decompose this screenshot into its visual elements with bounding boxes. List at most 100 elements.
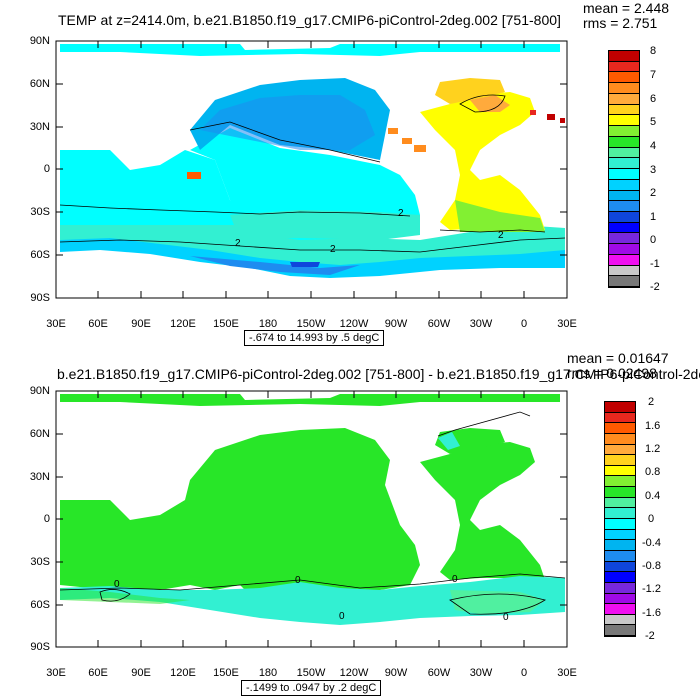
lat-label-90s: 90S (30, 641, 50, 653)
colorbar-label: -0.8 (642, 560, 661, 572)
ocean-main (60, 428, 420, 595)
lon-label: 150W (296, 318, 326, 330)
colorbar-swatch (605, 487, 635, 498)
colorbar-swatch (605, 561, 635, 573)
colorbar-swatch (609, 147, 639, 159)
lat-label-90n: 90N (29, 385, 50, 397)
lat-label-eq: 0 (43, 513, 50, 525)
colorbar-swatch (609, 72, 639, 84)
colorbar-label: 7 (650, 69, 657, 81)
panel-1-rms: rms = 2.751 (583, 15, 658, 31)
lat-label-60s: 60S (30, 249, 50, 261)
lon-label: 120W (339, 318, 369, 330)
panel-1-title: TEMP at z=2414.0m, b.e21.B1850.f19_g17.C… (58, 12, 561, 28)
contour-line (59, 573, 566, 591)
lon-label: 0 (520, 318, 528, 330)
colorbar-swatch (605, 540, 635, 551)
colorbar-label: -1.6 (642, 607, 661, 619)
lon-label: 30W (469, 318, 493, 330)
lon-label: 60E (88, 667, 108, 679)
atlantic-ocean (420, 92, 545, 230)
lon-label: 60E (88, 318, 108, 330)
arctic-region (60, 44, 560, 56)
colorbar-swatch (609, 61, 639, 73)
colorbar-swatch (605, 423, 635, 434)
lon-label: 30E (46, 318, 66, 330)
arctic-region (60, 394, 560, 406)
colorbar-swatch (609, 126, 639, 137)
lat-label-90s: 90S (30, 292, 50, 304)
colorbar-label: 0 (648, 513, 655, 525)
colorbar-label: 2 (648, 396, 655, 408)
colorbar-swatch (605, 508, 635, 520)
colorbar-label: 0.8 (645, 466, 661, 478)
colorbar-swatch (605, 402, 635, 413)
colorbar-swatch (605, 529, 635, 541)
panel-2-colorbar (604, 401, 636, 637)
colorbar-label: -1.2 (642, 583, 661, 595)
panel-1-mean: mean = 2.448 (583, 0, 670, 16)
lat-label-90n: 90N (29, 35, 50, 47)
colorbar-swatch (609, 158, 639, 170)
panel-2-mean: mean = 0.01647 (567, 350, 669, 366)
colorbar-swatch (605, 593, 635, 605)
colorbar-swatch (605, 497, 635, 509)
colorbar-label: -0.4 (642, 537, 661, 549)
contour-label: 0 (295, 575, 301, 586)
colorbar-label: -1 (650, 258, 660, 270)
contour-line (449, 593, 546, 615)
lat-label-30s: 30S (30, 206, 50, 218)
colorbar-label: 8 (650, 45, 657, 57)
colorbar-swatch (609, 244, 639, 255)
indian-ocean (60, 150, 250, 240)
lon-label: 120E (170, 667, 196, 679)
lon-label: 90E (131, 667, 151, 679)
colorbar-label: 3 (650, 164, 657, 176)
colorbar-swatch (609, 201, 639, 213)
colorbar-label: 5 (650, 116, 657, 128)
southern-ocean (60, 576, 565, 625)
panel-2-title: b.e21.B1850.f19_g17.CMIP6-piControl-2deg… (57, 366, 700, 382)
colorbar-swatch (609, 190, 639, 202)
lat-label-60s: 60S (30, 599, 50, 611)
contour-label: 0 (114, 579, 120, 590)
colorbar-label: 0 (650, 234, 657, 246)
lon-label: 30W (469, 667, 493, 679)
colorbar-swatch (605, 433, 635, 445)
lon-label: 60W (427, 667, 451, 679)
lon-label: 30E (557, 667, 577, 679)
colorbar-swatch (605, 614, 635, 626)
lon-label: 30E (557, 318, 577, 330)
panel-2-range-label: -.1499 to .0947 by .2 degC (241, 680, 382, 696)
panel-1-range-label: -.674 to 14.993 by .5 degC (244, 330, 385, 346)
colorbar-label: 4 (650, 140, 657, 152)
lat-label-60n: 60N (29, 428, 50, 440)
colorbar-label: 2 (650, 187, 657, 199)
colorbar-swatch (609, 265, 639, 277)
lon-label: 150E (213, 318, 239, 330)
lat-label-30s: 30S (30, 556, 50, 568)
colorbar-label: -2 (645, 630, 655, 642)
contour-line (189, 121, 381, 163)
lon-label: 120E (170, 318, 196, 330)
lon-label: 150W (296, 667, 326, 679)
contour-line (459, 94, 506, 113)
lon-label: 150E (213, 667, 239, 679)
colorbar-swatch (605, 455, 635, 466)
colorbar-swatch (605, 412, 635, 424)
colorbar-swatch (605, 476, 635, 488)
contour-label: 2 (235, 238, 241, 249)
colorbar-label: 6 (650, 93, 657, 105)
contour-label: 2 (398, 208, 404, 219)
colorbar-swatch (609, 169, 639, 180)
lon-label: 120W (339, 667, 369, 679)
colorbar-label: -2 (650, 281, 660, 293)
lat-label-30n: 30N (29, 121, 50, 133)
lon-label: 0 (520, 667, 528, 679)
colorbar-swatch (605, 582, 635, 594)
lat-label-eq: 0 (43, 163, 50, 175)
colorbar-label: 1.2 (645, 443, 661, 455)
colorbar-swatch (609, 83, 639, 94)
colorbar-swatch (609, 179, 639, 191)
